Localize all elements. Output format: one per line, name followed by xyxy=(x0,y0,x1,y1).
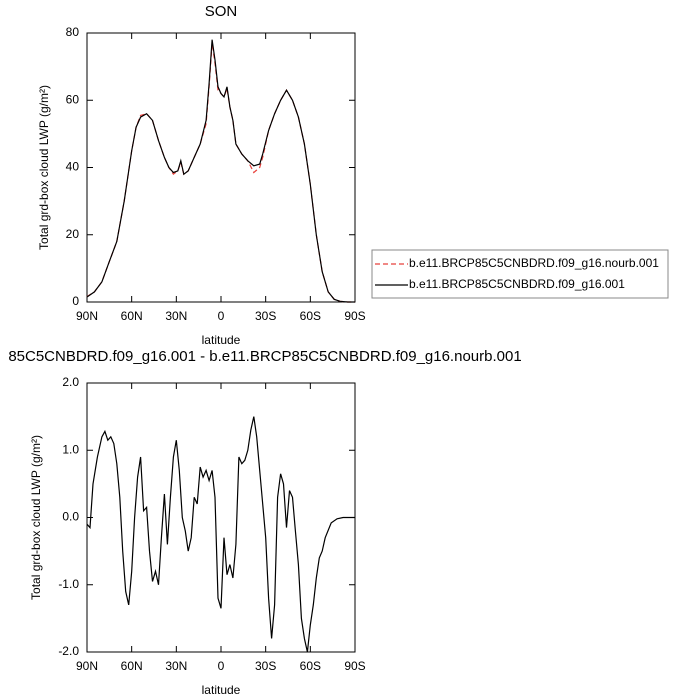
y-tick-label: 0.0 xyxy=(62,510,79,524)
data-line xyxy=(86,43,355,303)
x-tick-label: 60N xyxy=(121,309,143,323)
x-tick-label: 90S xyxy=(344,309,365,323)
y-tick-label: 80 xyxy=(66,25,80,39)
y-axis-label: Total grd-box cloud LWP (g/m²) xyxy=(37,85,51,250)
y-tick-label: 0 xyxy=(72,294,79,308)
y-tick-label: -1.0 xyxy=(58,577,79,591)
x-tick-label: 30S xyxy=(255,309,276,323)
y-tick-label: 1.0 xyxy=(62,442,79,456)
plot-frame xyxy=(86,382,356,653)
legend-label: b.e11.BRCP85C5CNBDRD.f09_g16.001 xyxy=(409,277,625,291)
x-axis-label: latitude xyxy=(202,683,241,697)
x-tick-label: 90N xyxy=(76,659,98,673)
y-axis-label: Total grd-box cloud LWP (g/m²) xyxy=(29,435,43,600)
data-line xyxy=(86,416,355,653)
x-tick-label: 90N xyxy=(76,309,98,323)
x-axis-label: latitude xyxy=(202,333,241,347)
x-tick-label: 60N xyxy=(121,659,143,673)
x-tick-label: 0 xyxy=(218,659,225,673)
chart-title: SON xyxy=(205,3,238,20)
plot-frame xyxy=(86,32,356,303)
y-tick-label: 60 xyxy=(66,92,80,106)
chart-title: 85C5CNBDRD.f09_g16.001 - b.e11.BRCP85C5C… xyxy=(8,348,521,365)
x-tick-label: 60S xyxy=(300,659,321,673)
x-tick-label: 0 xyxy=(218,309,225,323)
x-tick-label: 30N xyxy=(165,659,187,673)
legend-box xyxy=(371,249,669,299)
y-tick-label: 20 xyxy=(66,227,80,241)
y-tick-label: 40 xyxy=(66,160,80,174)
x-tick-label: 90S xyxy=(344,659,365,673)
y-tick-label: 2.0 xyxy=(62,375,79,389)
data-line xyxy=(86,39,355,303)
legend-label: b.e11.BRCP85C5CNBDRD.f09_g16.nourb.001 xyxy=(409,256,659,270)
y-tick-label: -2.0 xyxy=(58,644,79,658)
x-tick-label: 30N xyxy=(165,309,187,323)
x-tick-label: 30S xyxy=(255,659,276,673)
x-tick-label: 60S xyxy=(300,309,321,323)
